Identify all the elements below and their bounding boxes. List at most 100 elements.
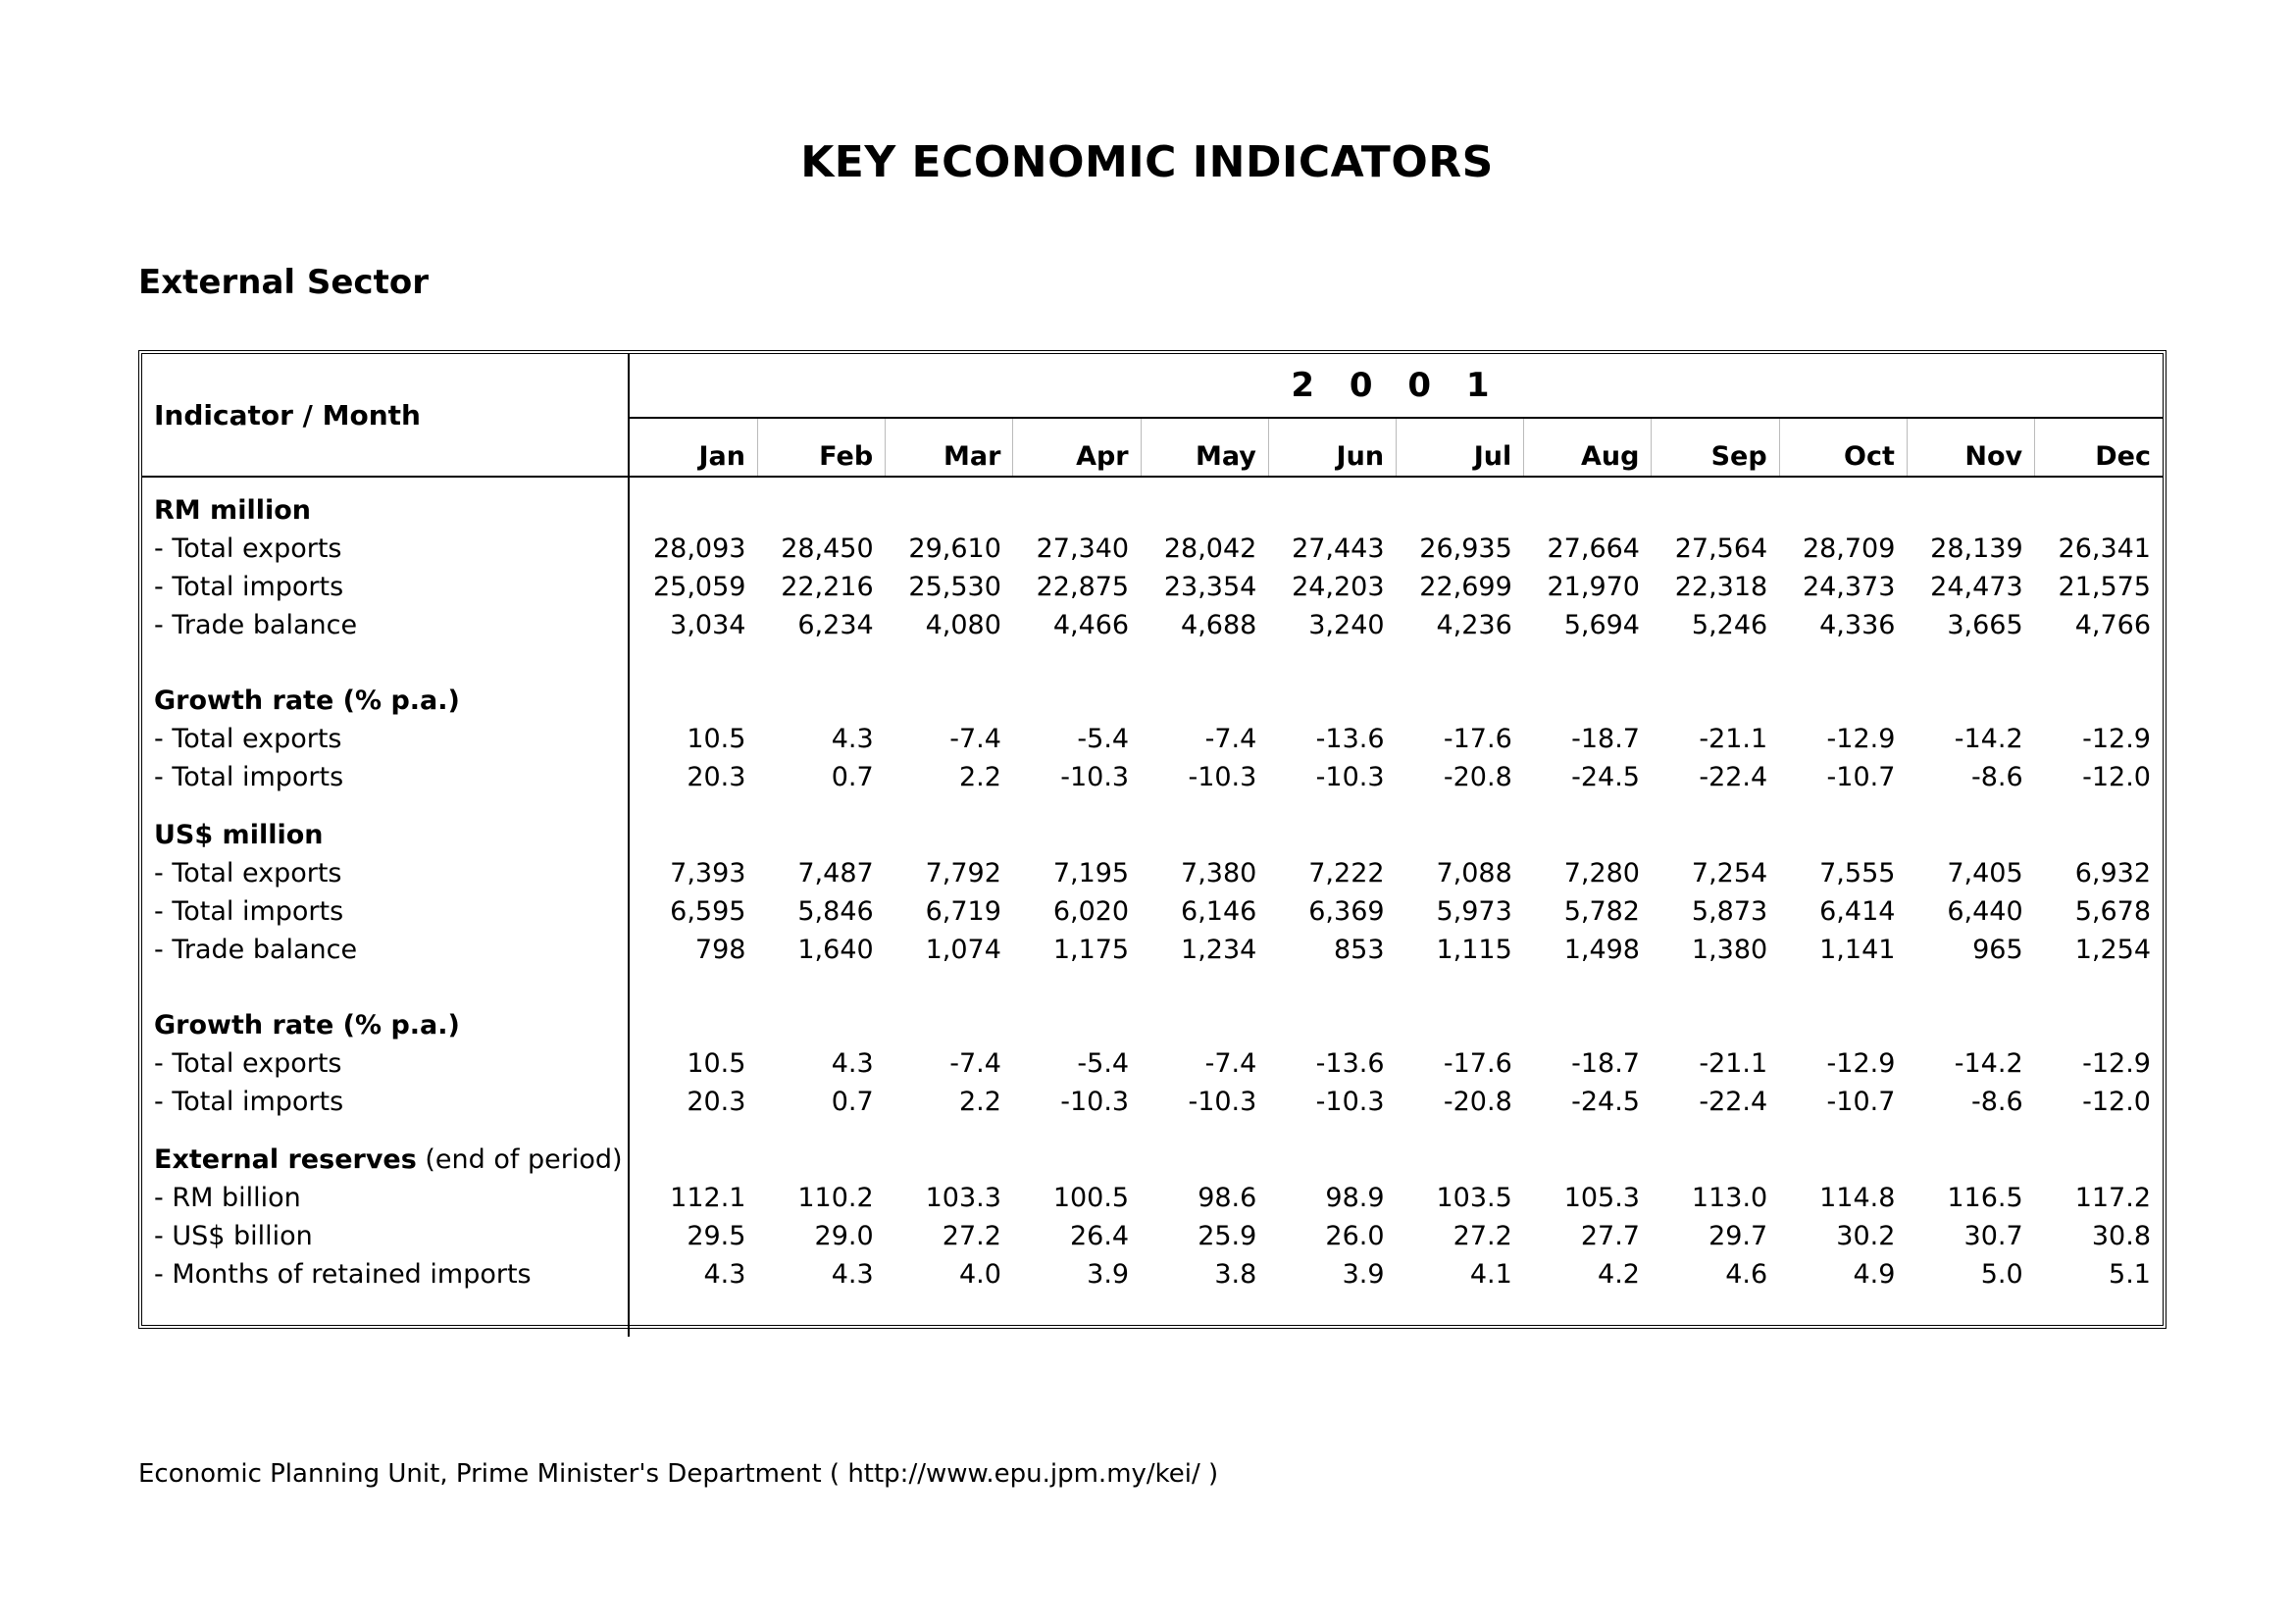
value-cell: 10.5 — [687, 1048, 746, 1079]
value-cell: -18.7 — [1571, 724, 1640, 754]
value-cell: 27,443 — [1292, 533, 1385, 564]
value-cell: 29.7 — [1708, 1221, 1768, 1251]
value-cell: 27.7 — [1580, 1221, 1640, 1251]
value-cell: 1,498 — [1563, 935, 1640, 965]
value-cell: -12.0 — [2082, 762, 2151, 792]
value-cell: 6,932 — [2074, 858, 2151, 888]
value-cell: 28,093 — [652, 533, 746, 564]
value-cell: 6,234 — [797, 610, 874, 640]
value-cell: 7,405 — [1947, 858, 2023, 888]
table-row: - Total exports 10.5 4.3 -7.4 -5.4 -7.4 -13.6 -… — [142, 1044, 2163, 1083]
value-cell: 4,236 — [1436, 610, 1512, 640]
value-cell: 4.1 — [1469, 1259, 1512, 1290]
value-cell: -24.5 — [1571, 1087, 1640, 1117]
value-cell: 27,664 — [1547, 533, 1640, 564]
value-cell: 100.5 — [1052, 1183, 1130, 1213]
value-cell: 798 — [694, 935, 746, 965]
value-cell: 7,487 — [797, 858, 874, 888]
value-cell: 5.0 — [1980, 1259, 2023, 1290]
spacer-row — [142, 1121, 2163, 1141]
value-cell: -10.3 — [1188, 1087, 1257, 1117]
month-header-sep: Sep — [1651, 418, 1780, 478]
value-cell: 22,875 — [1036, 572, 1130, 602]
row-label: - Months of retained imports — [142, 1255, 630, 1294]
value-cell: 30.8 — [2091, 1221, 2151, 1251]
table-row: - Total imports 25,059 22,216 25,530 22,875 2… — [142, 568, 2163, 606]
value-cell: 5,678 — [2074, 896, 2151, 927]
value-cell: 1,175 — [1052, 935, 1130, 965]
month-header-mar: Mar — [885, 418, 1014, 478]
table-row: - Total imports 20.3 0.7 2.2 -10.3 -10.3 -10.3… — [142, 1083, 2163, 1121]
value-cell: 29.5 — [687, 1221, 746, 1251]
value-cell: -17.6 — [1443, 724, 1512, 754]
section-title: External Sector — [138, 263, 429, 302]
group-heading: RM million — [154, 495, 311, 526]
value-cell: 26,341 — [2058, 533, 2151, 564]
value-cell: 7,380 — [1181, 858, 1257, 888]
value-cell: -10.3 — [1315, 762, 1385, 792]
group-heading-row: Growth rate (% p.a.) — [142, 682, 2163, 720]
value-cell: 114.8 — [1819, 1183, 1896, 1213]
value-cell: -21.1 — [1699, 1048, 1768, 1079]
value-cell: 4.9 — [1853, 1259, 1896, 1290]
value-cell: 4.3 — [831, 1048, 874, 1079]
year-header: 2 0 0 1 — [629, 354, 2163, 419]
table-row: - Total exports 10.5 4.3 -7.4 -5.4 -7.4 -13.6 -… — [142, 720, 2163, 758]
value-cell: -20.8 — [1443, 1087, 1512, 1117]
value-cell: 98.6 — [1198, 1183, 1257, 1213]
month-header-jan: Jan — [629, 418, 758, 478]
value-cell: 4,466 — [1052, 610, 1130, 640]
value-cell: 30.2 — [1836, 1221, 1896, 1251]
row-label: - US$ billion — [142, 1217, 630, 1255]
value-cell: -12.9 — [1826, 1048, 1896, 1079]
value-cell: 6,369 — [1308, 896, 1385, 927]
spacer-row — [142, 796, 2163, 816]
value-cell: 98.9 — [1325, 1183, 1385, 1213]
value-cell: -8.6 — [1970, 1087, 2023, 1117]
value-cell: -22.4 — [1699, 762, 1768, 792]
value-cell: 5,694 — [1563, 610, 1640, 640]
value-cell: -5.4 — [1077, 1048, 1130, 1079]
value-cell: -14.2 — [1954, 724, 2023, 754]
value-cell: 10.5 — [687, 724, 746, 754]
value-cell: -12.9 — [2082, 1048, 2151, 1079]
value-cell: 117.2 — [2074, 1183, 2151, 1213]
table-row: - Trade balance 3,034 6,234 4,080 4,466 4,688… — [142, 606, 2163, 644]
value-cell: 4,336 — [1819, 610, 1896, 640]
value-cell: -10.3 — [1315, 1087, 1385, 1117]
table-row: - US$ billion 29.5 29.0 27.2 26.4 25.9 26.0 27.… — [142, 1217, 2163, 1255]
value-cell: 24,373 — [1802, 572, 1896, 602]
value-cell: -5.4 — [1077, 724, 1130, 754]
value-cell: 965 — [1972, 935, 2023, 965]
value-cell: 105.3 — [1563, 1183, 1640, 1213]
value-cell: -8.6 — [1970, 762, 2023, 792]
value-cell: -7.4 — [1204, 1048, 1257, 1079]
value-cell: -24.5 — [1571, 762, 1640, 792]
value-cell: 6,440 — [1947, 896, 2023, 927]
value-cell: 7,280 — [1563, 858, 1640, 888]
value-cell: 28,450 — [781, 533, 874, 564]
row-label: - RM billion — [142, 1179, 630, 1217]
group-heading: Growth rate (% p.a.) — [154, 685, 460, 716]
month-header-apr: Apr — [1012, 418, 1142, 478]
value-cell: 7,393 — [670, 858, 746, 888]
table-row: - Total exports 7,393 7,487 7,792 7,195 7,380… — [142, 854, 2163, 892]
value-cell: 4,688 — [1181, 610, 1257, 640]
value-cell: 1,640 — [797, 935, 874, 965]
group-heading-row: Growth rate (% p.a.) — [142, 1006, 2163, 1044]
table-row: - Total imports 6,595 5,846 6,719 6,020 6,146… — [142, 892, 2163, 931]
value-cell: 27,564 — [1674, 533, 1768, 564]
table-row: - RM billion 112.1 110.2 103.3 100.5 98.6 98.9… — [142, 1179, 2163, 1217]
value-cell: 23,354 — [1163, 572, 1257, 602]
value-cell: 3.9 — [1342, 1259, 1385, 1290]
value-cell: 25,059 — [652, 572, 746, 602]
value-cell: 4.0 — [958, 1259, 1001, 1290]
corner-label: Indicator / Month — [142, 354, 630, 478]
value-cell: -10.3 — [1188, 762, 1257, 792]
month-header-aug: Aug — [1523, 418, 1653, 478]
value-cell: 0.7 — [831, 762, 874, 792]
value-cell: 24,473 — [1930, 572, 2023, 602]
value-cell: 1,074 — [925, 935, 1001, 965]
value-cell: -10.7 — [1826, 1087, 1896, 1117]
value-cell: 113.0 — [1691, 1183, 1768, 1213]
